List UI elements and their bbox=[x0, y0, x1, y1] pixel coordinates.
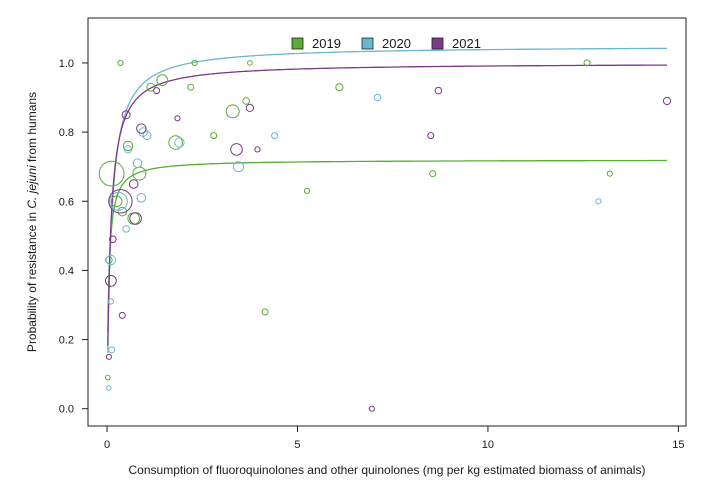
x-tick-label: 10 bbox=[482, 439, 494, 451]
point-2019 bbox=[303, 187, 311, 194]
point-2021 bbox=[109, 235, 117, 244]
point-2020 bbox=[142, 131, 152, 141]
point-2019 bbox=[429, 170, 437, 178]
y-axis-label-part-3: from humans bbox=[25, 92, 39, 165]
point-2021 bbox=[108, 189, 133, 214]
x-axis-label: Consumption of fluoroquinolones and othe… bbox=[129, 463, 646, 477]
legend-label-2021: 2021 bbox=[452, 36, 481, 51]
y-axis-label-part-1: Probability of resistance in bbox=[25, 209, 39, 352]
legend-swatch-2021 bbox=[431, 37, 444, 50]
point-2020 bbox=[123, 145, 133, 154]
legend-label-2020: 2020 bbox=[382, 36, 411, 51]
x-tick-label: 15 bbox=[672, 439, 684, 451]
point-2020 bbox=[174, 137, 185, 148]
point-2021 bbox=[662, 96, 672, 106]
point-2020 bbox=[109, 191, 128, 211]
point-2019 bbox=[247, 60, 253, 66]
point-2019 bbox=[122, 140, 134, 152]
y-tick-label: 0.0 bbox=[59, 404, 74, 416]
point-2020 bbox=[122, 225, 130, 233]
point-2021 bbox=[230, 143, 243, 156]
point-2020 bbox=[595, 198, 602, 205]
legend-label-2019: 2019 bbox=[312, 36, 341, 51]
point-2019 bbox=[261, 308, 269, 316]
point-2019 bbox=[583, 59, 591, 67]
x-axis: 0 5 10 15 bbox=[104, 426, 685, 451]
y-tick-label: 1.0 bbox=[59, 58, 74, 70]
point-2020 bbox=[132, 158, 143, 168]
fit-curve-2019 bbox=[107, 159, 667, 333]
point-2021 bbox=[368, 405, 375, 412]
point-2019 bbox=[146, 82, 156, 92]
point-2019 bbox=[606, 170, 613, 177]
point-2020 bbox=[108, 346, 116, 354]
point-2020 bbox=[232, 161, 245, 173]
point-2021 bbox=[128, 179, 139, 189]
legend: 2019 2020 2021 bbox=[291, 36, 481, 51]
point-2019 bbox=[105, 256, 113, 264]
point-2021 bbox=[245, 103, 254, 113]
point-2019 bbox=[335, 83, 344, 92]
point-2020 bbox=[373, 93, 382, 102]
x-tick-label: 5 bbox=[294, 439, 300, 451]
y-tick-label: 0.6 bbox=[59, 196, 74, 208]
point-2019 bbox=[242, 97, 250, 105]
y-axis-label-species: C. jejuni bbox=[25, 165, 39, 209]
y-tick-label: 0.4 bbox=[59, 265, 74, 277]
point-2019 bbox=[191, 59, 198, 67]
legend-swatch-2020 bbox=[361, 37, 374, 50]
legend-swatch-2019 bbox=[291, 37, 304, 50]
y-tick-label: 0.2 bbox=[59, 335, 74, 347]
point-2019 bbox=[210, 132, 218, 140]
y-axis-label: Probability of resistance in C. jejuni f… bbox=[25, 92, 39, 352]
point-2021 bbox=[118, 311, 126, 319]
point-2019 bbox=[110, 195, 123, 208]
fit-curve-2021 bbox=[107, 64, 667, 346]
point-2019 bbox=[98, 160, 125, 187]
point-2021 bbox=[254, 146, 261, 153]
x-tick-label: 0 bbox=[104, 439, 110, 451]
point-2021 bbox=[174, 115, 181, 122]
point-2020 bbox=[271, 132, 279, 140]
point-2020 bbox=[107, 298, 115, 305]
point-2021 bbox=[129, 212, 142, 225]
point-2021 bbox=[121, 110, 131, 120]
point-2021 bbox=[153, 87, 161, 95]
y-tick-label: 0.8 bbox=[59, 127, 74, 139]
point-2019 bbox=[117, 59, 124, 67]
y-axis: 0.0 0.2 0.4 0.6 0.8 1.0 bbox=[59, 58, 88, 416]
data-points bbox=[98, 59, 672, 412]
point-2019 bbox=[168, 135, 183, 150]
point-2019 bbox=[156, 74, 169, 87]
point-2020 bbox=[106, 385, 112, 391]
point-2019 bbox=[187, 83, 195, 91]
point-2020 bbox=[136, 193, 147, 203]
fit-curves bbox=[107, 47, 667, 353]
point-2021 bbox=[427, 132, 435, 140]
point-2020 bbox=[105, 254, 117, 266]
fit-curve-2020 bbox=[107, 47, 667, 353]
point-2019 bbox=[105, 374, 111, 381]
plot-frame bbox=[87, 17, 687, 427]
point-2021 bbox=[434, 86, 443, 95]
point-2021 bbox=[136, 123, 147, 134]
point-2021 bbox=[105, 353, 113, 360]
point-2019 bbox=[225, 104, 240, 119]
point-2021 bbox=[105, 274, 117, 287]
